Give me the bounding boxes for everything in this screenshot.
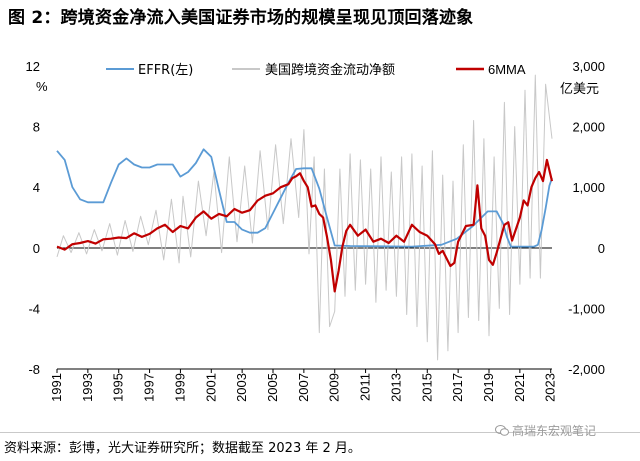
legend-effr-label: EFFR(左) <box>138 63 193 78</box>
x-tick-label: 1993 <box>80 373 95 402</box>
right-axis-ticks: 3,000 2,000 1,000 0 -1,000 -2,000 <box>568 59 605 377</box>
wechat-icon <box>495 425 509 436</box>
gross-flow-line <box>56 74 553 361</box>
x-tick-label: 2011 <box>358 373 373 401</box>
right-tick-label: 3,000 <box>572 59 605 74</box>
x-tick-label: 2017 <box>450 373 465 402</box>
x-axis-ticks: 1991 1993 1995 1997 1999 2001 2003 2005 2007 2009… <box>49 369 558 402</box>
left-axis-unit: % <box>36 79 48 94</box>
x-tick-label: 2023 <box>543 373 558 402</box>
right-tick-label: 1,000 <box>572 180 605 195</box>
legend-gross-label: 美国跨境资金流动净额 <box>265 62 395 78</box>
left-tick-label: 8 <box>33 120 40 135</box>
source-note: 资料来源：彭博，光大证券研究所；数据截至 2023 年 2 月。 <box>4 441 361 456</box>
x-tick-label: 1991 <box>49 373 64 402</box>
x-tick-label: 2005 <box>265 373 280 402</box>
effr-line <box>56 148 553 248</box>
mma-series <box>56 158 554 293</box>
effr-series <box>56 148 553 248</box>
watermark-text: 高瑞东宏观笔记 <box>512 424 597 438</box>
chart: 12 8 4 0 -4 -8 3,000 2,000 1,000 0 -1,000 -2,000 1… <box>26 59 605 402</box>
left-tick-label: 0 <box>33 241 40 256</box>
legend: EFFR(左) 美国跨境资金流动净额 6MMA <box>106 62 526 78</box>
right-tick-label: -1,000 <box>568 301 605 316</box>
gross-flow-series <box>56 74 553 361</box>
right-tick-label: 0 <box>598 241 605 256</box>
x-tick-label: 1995 <box>111 373 126 402</box>
x-tick-label: 2007 <box>296 373 311 402</box>
x-tick-label: 2015 <box>419 373 434 402</box>
left-tick-label: 12 <box>26 59 40 74</box>
right-tick-label: 2,000 <box>572 120 605 135</box>
figure-title: 图 2：跨境资金净流入美国证券市场的规模呈现见顶回落迹象 <box>8 8 474 28</box>
left-tick-label: 4 <box>33 180 40 195</box>
x-tick-label: 2021 <box>512 373 527 402</box>
left-tick-label: -4 <box>28 301 40 316</box>
x-tick-label: 2013 <box>388 373 403 402</box>
x-tick-label: 1997 <box>142 373 157 402</box>
x-tick-label: 2003 <box>234 373 249 402</box>
legend-mma-label: 6MMA <box>488 62 526 77</box>
right-tick-label: -2,000 <box>568 362 605 377</box>
left-axis-ticks: 12 8 4 0 -4 -8 <box>26 59 40 377</box>
footer-divider <box>0 432 640 433</box>
x-tick-label: 2019 <box>481 373 496 402</box>
watermark: 高瑞东宏观笔记 <box>495 422 596 439</box>
mma-line <box>56 158 554 293</box>
right-axis-unit: 亿美元 <box>560 82 599 97</box>
x-tick-label: 2009 <box>327 373 342 402</box>
left-tick-label: -8 <box>28 362 40 377</box>
x-tick-label: 1999 <box>172 373 187 402</box>
x-tick-label: 2001 <box>203 373 218 402</box>
